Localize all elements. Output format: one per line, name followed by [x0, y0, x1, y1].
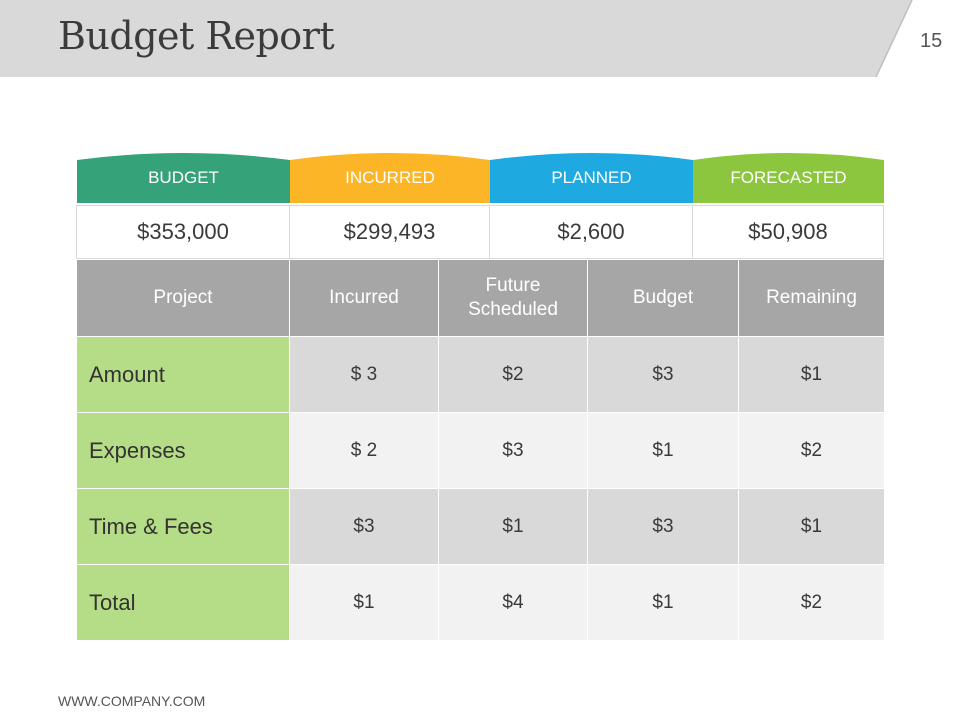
summary-totals-row: $353,000 $299,493 $2,600 $50,908	[76, 205, 884, 259]
column-header: Project	[76, 259, 290, 337]
table-row: Expenses $ 2 $3 $1 $2	[76, 412, 885, 489]
column-header: Incurred	[289, 259, 439, 337]
table-header-row: Project Incurred Future Scheduled Budget…	[76, 259, 885, 337]
budget-tab-label: BUDGET	[148, 168, 219, 187]
table-cell: $2	[738, 412, 885, 489]
header-band-fill	[0, 0, 912, 77]
footer-url: WWW.COMPANY.COM	[58, 693, 206, 709]
planned-tab-label: PLANNED	[551, 168, 632, 187]
header-divider	[875, 0, 913, 77]
slide-number: 15	[920, 30, 943, 52]
forecasted-tab-label: FORECASTED	[730, 168, 847, 187]
row-label: Expenses	[76, 412, 290, 489]
table-cell: $1	[738, 488, 885, 565]
table-cell: $3	[438, 412, 588, 489]
table-row: Total $1 $4 $1 $2	[76, 564, 885, 641]
column-header: Remaining	[738, 259, 885, 337]
table-row: Amount $ 3 $2 $3 $1	[76, 336, 885, 413]
incurred-tab-label: INCURRED	[345, 168, 435, 187]
column-header: Future Scheduled	[438, 259, 588, 337]
table-cell: $3	[587, 336, 739, 413]
table-cell: $ 2	[289, 412, 439, 489]
page-title: Budget Report	[58, 14, 335, 58]
budget-total: $353,000	[77, 206, 290, 258]
planned-total: $2,600	[490, 206, 693, 258]
table-cell: $1	[289, 564, 439, 641]
table-row: Time & Fees $3 $1 $3 $1	[76, 488, 885, 565]
table-cell: $2	[438, 336, 588, 413]
table-cell: $2	[738, 564, 885, 641]
budget-table: Project Incurred Future Scheduled Budget…	[76, 259, 885, 641]
incurred-total: $299,493	[290, 206, 490, 258]
table-cell: $4	[438, 564, 588, 641]
column-header: Budget	[587, 259, 739, 337]
table-cell: $3	[289, 488, 439, 565]
row-label: Time & Fees	[76, 488, 290, 565]
row-label: Amount	[76, 336, 290, 413]
row-label: Total	[76, 564, 290, 641]
table-cell: $1	[738, 336, 885, 413]
table-cell: $ 3	[289, 336, 439, 413]
table-cell: $1	[438, 488, 588, 565]
table-cell: $1	[587, 564, 739, 641]
forecasted-total: $50,908	[748, 219, 828, 244]
header-band	[0, 0, 913, 77]
table-cell: $3	[587, 488, 739, 565]
table-cell: $1	[587, 412, 739, 489]
